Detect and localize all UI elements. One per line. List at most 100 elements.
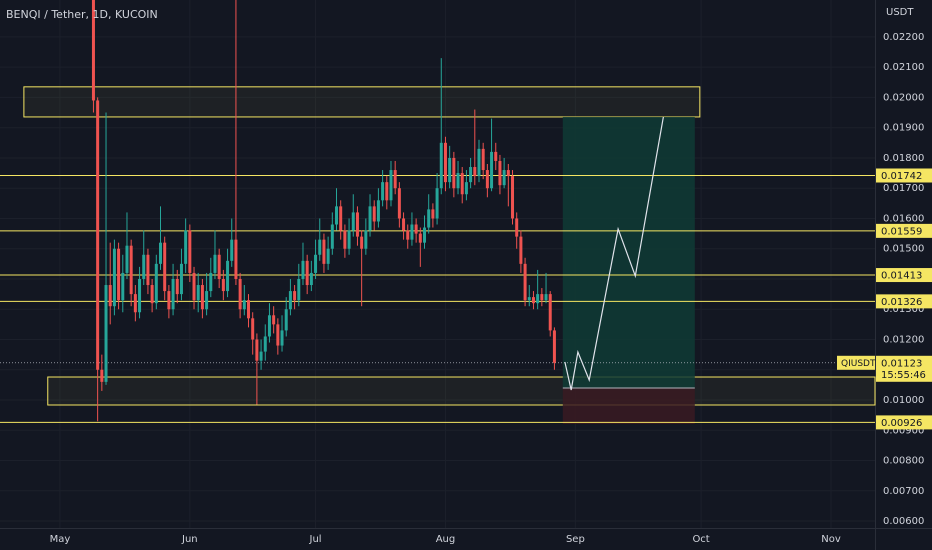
x-tick-label: Jul: [309, 534, 322, 545]
candle-body: [125, 245, 129, 273]
y-tick-label: 0.00800: [883, 456, 924, 467]
candle-body: [368, 206, 372, 231]
candle-body: [234, 239, 238, 279]
candle-body: [343, 230, 347, 249]
x-tick-label: Sep: [566, 534, 585, 545]
candle-body: [515, 218, 519, 237]
candle-body: [112, 248, 116, 307]
candle-body: [519, 236, 523, 264]
candle-body: [159, 242, 163, 264]
candle-body: [196, 285, 200, 301]
candle-body: [322, 239, 326, 264]
candle-body: [142, 254, 146, 279]
last-price-label: 0.01123: [881, 358, 922, 369]
overlay-layer: [562, 116, 695, 391]
x-tick-label: Aug: [436, 534, 456, 545]
candle-body: [171, 278, 175, 310]
candle-body: [104, 285, 108, 382]
candle-body: [163, 242, 167, 292]
candle-body: [464, 182, 468, 195]
candle-body: [406, 230, 410, 240]
candle-body: [205, 291, 209, 310]
candle-body: [402, 218, 406, 231]
candle-body: [502, 170, 506, 186]
candle-body: [100, 369, 104, 382]
symbol-tag: [837, 355, 875, 370]
level-tag: [876, 268, 932, 283]
x-tick-label: Jun: [181, 534, 198, 545]
candle-body: [247, 300, 251, 319]
candle-body: [133, 294, 137, 313]
y-tick-label: 0.00600: [883, 516, 924, 527]
candle-body: [427, 209, 431, 228]
candle-body: [494, 151, 498, 161]
candle-body: [469, 167, 473, 183]
candle-body: [423, 227, 427, 243]
level-tag: [876, 294, 932, 309]
candle-body: [527, 297, 531, 301]
candle-body: [213, 254, 217, 273]
candle-body: [355, 212, 359, 237]
candle-body: [259, 351, 263, 361]
candle-body: [288, 291, 292, 310]
candle-body: [506, 170, 510, 177]
candle-body: [511, 176, 515, 219]
level-label: 0.01559: [881, 226, 922, 237]
symbol-label: QIUSDT: [841, 359, 876, 369]
position-stop: [562, 387, 695, 425]
candle-body: [192, 272, 196, 301]
candle-body: [330, 224, 334, 249]
candle-body: [335, 206, 339, 225]
candle-body: [431, 209, 435, 219]
candle-body: [540, 294, 544, 301]
candle-body: [154, 263, 158, 304]
level-label: 0.01326: [881, 297, 922, 308]
candle-body: [536, 294, 540, 304]
level-tag: [876, 168, 932, 183]
level-tag: [876, 415, 932, 430]
candle-body: [460, 173, 464, 195]
y-tick-label: 0.00700: [883, 486, 924, 497]
candle-body: [226, 260, 230, 292]
axis-layer: 0.00600 0.00700 0.00800 0.00900 0.01000 0.011…: [50, 32, 932, 545]
candle-body: [544, 294, 548, 301]
candle-body: [293, 291, 297, 301]
y-tick-label: 0.02100: [883, 62, 924, 73]
candle-body: [309, 272, 313, 286]
candle-body: [381, 182, 385, 201]
candle-body: [448, 157, 452, 183]
candle-body: [242, 300, 246, 310]
candle-body: [414, 224, 418, 234]
candle-body: [179, 263, 183, 295]
candle-body: [439, 142, 443, 189]
candle-body: [456, 173, 460, 189]
candle-body: [129, 245, 133, 295]
y-tick-label: 0.01500: [883, 244, 924, 255]
candles-layer: [91, 0, 556, 422]
candle-body: [272, 315, 276, 325]
candle-body: [150, 285, 154, 304]
countdown-label: 15:55:46: [881, 370, 926, 381]
candle-body: [418, 233, 422, 243]
position-target: [562, 116, 695, 388]
candle-body: [251, 318, 255, 340]
zone-box: [47, 376, 876, 406]
candle-body: [184, 230, 188, 264]
candle-body: [280, 330, 284, 346]
x-tick-label: Oct: [692, 534, 709, 545]
candle-body: [276, 324, 280, 346]
candle-body: [523, 263, 527, 301]
candle-body: [452, 157, 456, 189]
chart-title: BENQI / Tether, 1D, KUCOIN: [6, 8, 158, 21]
candle-body: [138, 278, 142, 313]
candle-body: [473, 167, 477, 177]
candle-body: [297, 278, 301, 301]
candle-body: [552, 330, 556, 363]
level-tag: [876, 223, 932, 238]
candle-body: [314, 254, 318, 273]
candle-body: [364, 230, 368, 249]
candle-body: [360, 236, 364, 249]
candle-body: [146, 254, 150, 286]
